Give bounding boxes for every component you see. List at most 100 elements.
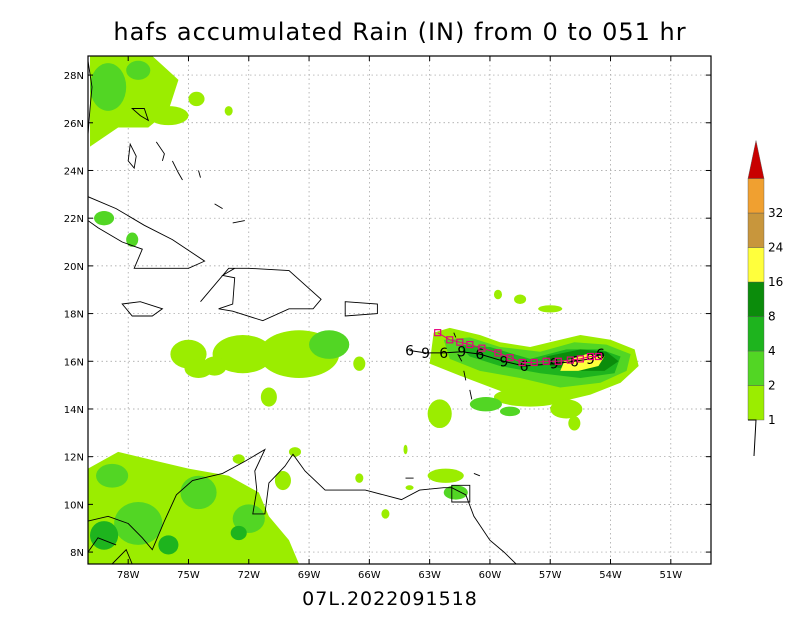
- observed-track-point: [586, 352, 595, 361]
- colorbar-swatch: [747, 212, 765, 248]
- observed-track-point: [494, 349, 502, 357]
- rain-cell: [148, 106, 189, 126]
- observed-track-point: [542, 357, 550, 365]
- lon-tick-label: 54W: [599, 570, 622, 581]
- rain-cell: [381, 509, 390, 519]
- observed-track-point: [518, 358, 526, 367]
- colorbar-label: 1: [768, 413, 776, 427]
- coastline-segment: [127, 142, 137, 170]
- rain-cell: [353, 356, 366, 371]
- coastline-segment: [451, 484, 471, 503]
- rain-cell: [184, 358, 213, 378]
- rain-cell: [550, 399, 583, 419]
- rain-cell: [96, 463, 129, 488]
- rain-cell: [288, 447, 302, 457]
- chart-title: hafs accumulated Rain (IN) from 0 to 051…: [113, 18, 687, 46]
- coastline-segment: [457, 353, 463, 362]
- lat-tick-label: 14N: [64, 405, 84, 416]
- rain-cell: [230, 525, 247, 541]
- lat-tick-label: 28N: [64, 71, 84, 82]
- coastline-segment: [232, 220, 245, 224]
- coastline-segment: [469, 389, 473, 400]
- lon-tick-label: 63W: [418, 570, 441, 581]
- colorbar-swatch: [747, 247, 765, 283]
- lon-tick-label: 57W: [539, 570, 562, 581]
- colorbar-label: 4: [768, 344, 776, 358]
- rain-cell: [158, 535, 179, 555]
- observed-track-point: [466, 340, 474, 349]
- rain-cell: [180, 475, 217, 510]
- colorbar-label: 2: [768, 379, 776, 393]
- rain-cell: [232, 454, 245, 464]
- rain-cell: [90, 63, 127, 111]
- lat-tick-label: 10N: [64, 500, 84, 511]
- coastline-segment: [121, 301, 164, 317]
- axis-ticks: 78W 75W 72W 69W 66W 63W 60W 57W 54W 51W 8N 10N 12N 14…: [64, 56, 711, 581]
- rain-cell: [493, 387, 567, 407]
- lon-tick-label: 78W: [117, 570, 140, 581]
- coastline-segment: [453, 332, 457, 338]
- lon-tick-label: 60W: [479, 570, 502, 581]
- coastline-segment: [88, 448, 517, 564]
- rain-cell: [212, 335, 273, 374]
- observed-track-point: [506, 354, 514, 362]
- colorbar-top-arrow: [747, 140, 765, 179]
- rain-cell: [443, 485, 468, 500]
- observed-track-point: [434, 329, 442, 337]
- observed-track-point: [566, 356, 574, 364]
- storm-symbol: 9: [457, 345, 466, 361]
- rain-cell: [274, 470, 291, 491]
- storm-symbol: 9: [550, 357, 559, 373]
- map-frame: [87, 55, 712, 565]
- colorbar-swatch: [747, 385, 765, 421]
- coastline-segment: [200, 267, 322, 322]
- coastline-segment: [463, 370, 467, 381]
- coastline-segment: [344, 301, 378, 317]
- rain-cell: [405, 485, 414, 491]
- colorbar-swatch: [747, 316, 765, 352]
- colorbar-bottom-arrow: [748, 419, 757, 457]
- lon-tick-label: 66W: [358, 570, 381, 581]
- observed-track-point: [530, 358, 538, 367]
- coastline-segment: [131, 108, 150, 122]
- rain-cell: [568, 416, 581, 431]
- colorbar-label: 24: [768, 241, 783, 255]
- coastline-segment: [155, 141, 165, 162]
- coastline-segment: [198, 170, 201, 178]
- coastline-segment: [88, 537, 117, 553]
- storm-symbol: 6: [405, 344, 414, 360]
- lat-tick-label: 24N: [64, 166, 84, 177]
- lat-tick-label: 18N: [64, 310, 84, 321]
- coastline-segment: [111, 548, 133, 564]
- rain-cell: [469, 397, 502, 412]
- colorbar-swatch: [747, 350, 765, 386]
- lon-tick-label: 69W: [298, 570, 321, 581]
- rain-cell: [126, 232, 139, 247]
- rain-cell: [114, 501, 163, 545]
- rain-cell: [126, 60, 151, 80]
- coastline-segment: [88, 60, 93, 135]
- rain-cell: [188, 91, 205, 107]
- coastline-segment: [171, 160, 183, 181]
- storm-symbol: 6: [475, 347, 484, 363]
- lat-tick-label: 8N: [70, 548, 84, 559]
- lat-tick-label: 20N: [64, 262, 84, 273]
- observed-track-point: [576, 355, 584, 363]
- lon-tick-label: 51W: [659, 570, 682, 581]
- rain-cell: [493, 289, 502, 300]
- lat-tick-label: 22N: [64, 214, 84, 225]
- storm-symbol: 6: [570, 354, 579, 370]
- storm-symbol: 6: [439, 346, 448, 362]
- rain-cell: [94, 211, 115, 226]
- colorbar-label: 32: [768, 206, 783, 220]
- observed-track-point: [446, 336, 454, 344]
- rain-cell: [355, 473, 364, 483]
- coastline-segment: [214, 203, 223, 209]
- colorbar-swatch: [747, 178, 765, 214]
- coastline-segment: [473, 472, 481, 477]
- rain-cell: [309, 330, 350, 359]
- colorbar-swatch: [747, 281, 765, 317]
- coastlines: [88, 60, 517, 564]
